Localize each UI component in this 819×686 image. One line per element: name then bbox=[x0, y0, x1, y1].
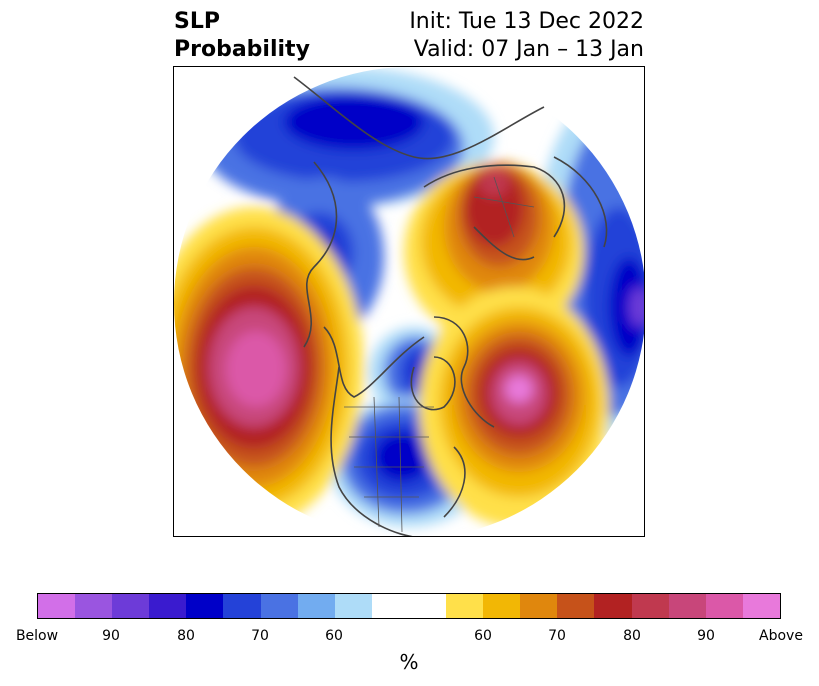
valid-range: Valid: 07 Jan – 13 Jan bbox=[413, 37, 644, 62]
colorbar-tick-label: 60 bbox=[474, 628, 492, 644]
colorbar-tick-label: 70 bbox=[548, 628, 566, 644]
colorbar-segment-12 bbox=[520, 594, 558, 618]
colorbar-segment-0 bbox=[38, 594, 76, 618]
colorbar-segment-6 bbox=[260, 594, 298, 618]
colorbar-tick-label: Above bbox=[759, 628, 803, 644]
anomaly-field bbox=[174, 67, 644, 536]
borders bbox=[344, 176, 535, 533]
colorbar-tick-label: 80 bbox=[177, 628, 195, 644]
coastlines bbox=[293, 76, 608, 536]
colorbar-segment-3 bbox=[149, 594, 187, 618]
colorbar-segment-14 bbox=[594, 594, 632, 618]
colorbar-segment-11 bbox=[483, 594, 521, 618]
colorbar-segment-10 bbox=[446, 594, 484, 618]
title-variable: SLP bbox=[174, 9, 220, 34]
colorbar-segment-18 bbox=[742, 594, 780, 618]
colorbar-segment-17 bbox=[705, 594, 743, 618]
colorbar-segment-8 bbox=[334, 594, 372, 618]
colorbar-tick-label: 80 bbox=[623, 628, 641, 644]
colorbar-tick-label: 70 bbox=[251, 628, 269, 644]
colorbar-unit-label: % bbox=[399, 650, 419, 674]
colorbar-segment-15 bbox=[631, 594, 669, 618]
colorbar-segment-9 bbox=[371, 594, 447, 618]
title-left: SLP Probability bbox=[174, 8, 310, 64]
init-date: Init: Tue 13 Dec 2022 bbox=[409, 9, 644, 34]
colorbar-segment-13 bbox=[557, 594, 595, 618]
map-canvas bbox=[174, 67, 644, 536]
colorbar-segment-4 bbox=[186, 594, 224, 618]
colorbar-segment-16 bbox=[668, 594, 706, 618]
colorbar-tick-label: 90 bbox=[697, 628, 715, 644]
map-panel bbox=[173, 66, 645, 537]
colorbar-tick-label: 90 bbox=[102, 628, 120, 644]
colorbar-tick-label: 60 bbox=[325, 628, 343, 644]
colorbar-segment-2 bbox=[112, 594, 150, 618]
title-right: Init: Tue 13 Dec 2022 Valid: 07 Jan – 13… bbox=[409, 8, 644, 64]
colorbar-tick-label: Below bbox=[15, 628, 59, 644]
colorbar-segment-5 bbox=[223, 594, 261, 618]
colorbar-segment-1 bbox=[75, 594, 113, 618]
title-product: Probability bbox=[174, 37, 310, 62]
colorbar bbox=[37, 593, 781, 619]
colorbar-segment-7 bbox=[297, 594, 335, 618]
